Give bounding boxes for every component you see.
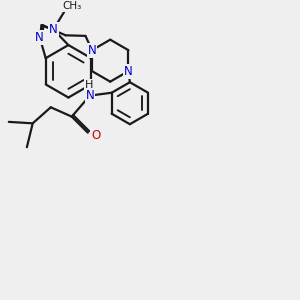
Text: N: N [49,23,58,36]
Text: N: N [124,65,133,78]
Text: N: N [85,89,94,102]
Text: H: H [85,80,93,90]
Text: N: N [88,44,96,57]
Text: O: O [91,129,101,142]
Text: N: N [35,31,44,44]
Text: CH₃: CH₃ [62,1,81,11]
